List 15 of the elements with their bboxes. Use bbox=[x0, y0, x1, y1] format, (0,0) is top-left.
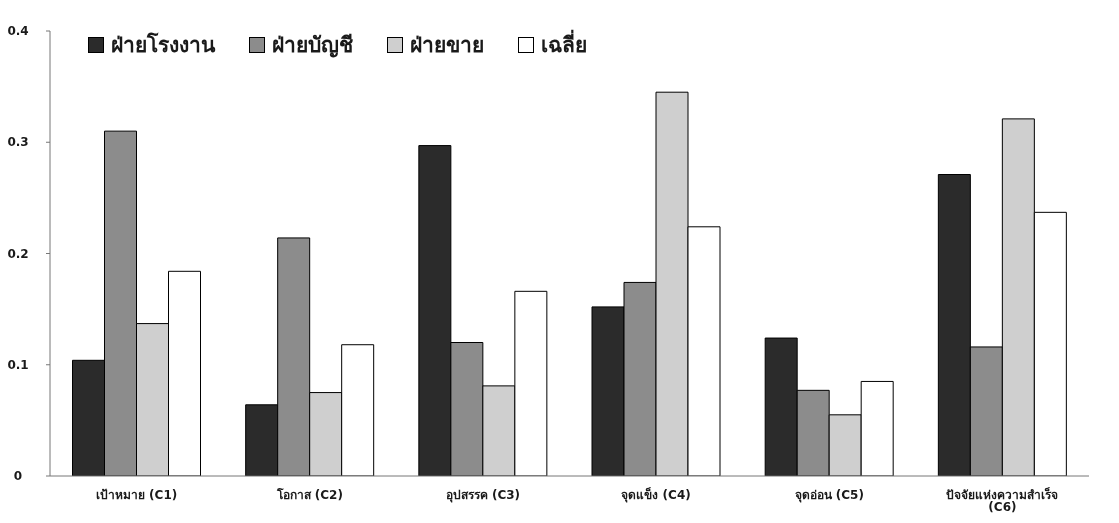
legend-label: ฝ่ายโรงงาน bbox=[111, 31, 215, 59]
legend-label: ฝ่ายขาย bbox=[410, 32, 484, 59]
x-tick-label: โอกาส (C2) bbox=[275, 486, 343, 502]
y-tick-label: 0 bbox=[13, 469, 23, 483]
y-tick-label: 0.2 bbox=[7, 246, 29, 261]
legend-label: ฝ่ายบัญชี bbox=[272, 32, 353, 60]
x-tick-label: อุปสรรค (C3) bbox=[445, 487, 521, 503]
x-tick-label: จุดแข็ง (C4) bbox=[621, 486, 691, 503]
x-tick-label: จุดอ่อน (C5) bbox=[794, 487, 864, 503]
y-tick-label: 0.4 bbox=[7, 24, 29, 38]
y-tick-label: 0.3 bbox=[7, 135, 29, 150]
y-tick-label: 0.1 bbox=[7, 357, 29, 372]
x-tick-label: เป้าหมาย (C1) bbox=[95, 487, 178, 502]
legend-label: เฉลี่ย bbox=[541, 28, 587, 59]
x-tick-label: ปัจจัยแห่งความสำเร็จ (C6) bbox=[946, 486, 1059, 514]
